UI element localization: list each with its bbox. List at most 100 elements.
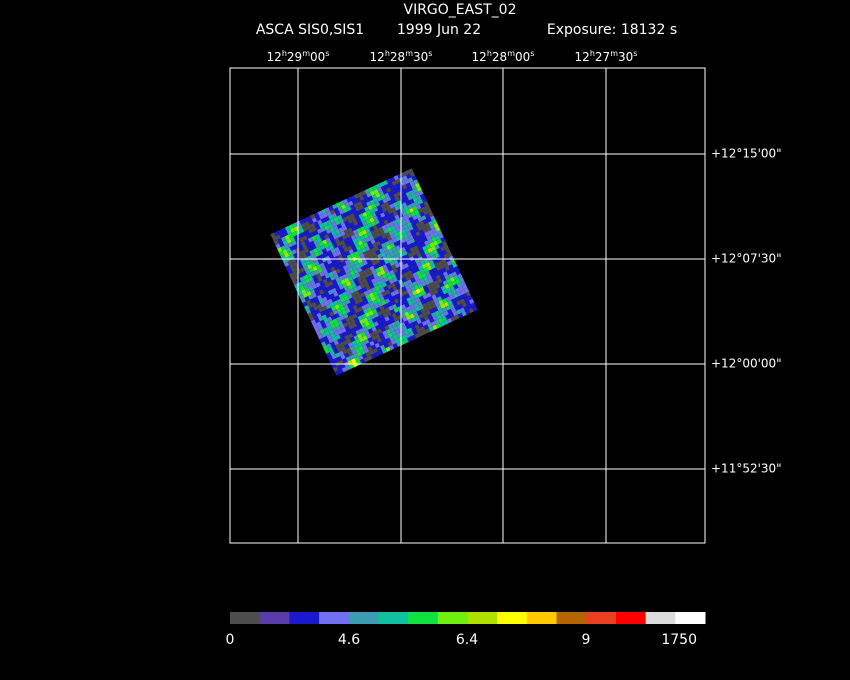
pixel xyxy=(311,310,317,316)
pixel xyxy=(433,297,439,304)
pixel xyxy=(340,345,346,351)
pixel xyxy=(372,290,378,297)
pixel xyxy=(346,206,352,212)
pixel xyxy=(382,198,388,204)
pixel xyxy=(318,307,324,313)
pixel xyxy=(339,315,345,321)
ra-label-part: m xyxy=(302,49,310,58)
pixel xyxy=(395,244,401,251)
pixel xyxy=(284,225,291,232)
pixel xyxy=(297,290,303,296)
pixel xyxy=(354,215,361,221)
pixel xyxy=(314,242,321,249)
pixel xyxy=(355,206,361,212)
pixel xyxy=(286,247,292,253)
pixel xyxy=(446,317,453,324)
pixel xyxy=(321,266,327,272)
pixel xyxy=(306,299,312,306)
pixel xyxy=(408,291,414,298)
pixel xyxy=(340,204,347,210)
pixel xyxy=(279,241,285,248)
pixel xyxy=(319,214,325,220)
pixel xyxy=(308,258,315,265)
ra-label-part: 12 xyxy=(267,50,282,64)
pixel xyxy=(403,280,409,287)
pixel xyxy=(317,258,324,265)
pixel xyxy=(371,260,377,266)
pixel xyxy=(390,207,397,213)
pixel xyxy=(460,298,466,304)
pixel xyxy=(322,239,328,245)
pixel xyxy=(351,216,357,223)
pixel xyxy=(431,245,437,252)
pixel xyxy=(316,264,322,270)
pixel xyxy=(363,308,369,314)
pixel xyxy=(343,238,349,244)
pixel xyxy=(419,193,426,200)
pixel xyxy=(344,325,351,332)
pixel xyxy=(380,317,387,324)
pixel xyxy=(302,226,309,232)
pixel xyxy=(302,244,308,250)
pixel xyxy=(348,315,354,321)
pixel xyxy=(379,230,385,236)
pixel xyxy=(395,293,402,299)
pixel xyxy=(393,192,399,199)
colorbar-swatch xyxy=(319,612,350,624)
pixel xyxy=(344,211,350,217)
pixel xyxy=(330,332,336,338)
pixel xyxy=(416,186,422,192)
pixel xyxy=(326,210,332,217)
pixel xyxy=(320,217,327,224)
pixel xyxy=(418,199,424,205)
pixel xyxy=(340,288,346,294)
pixel xyxy=(332,309,338,315)
pixel xyxy=(447,282,454,288)
pixel xyxy=(363,290,369,296)
pixel xyxy=(396,266,402,272)
colorbar-label: 6.4 xyxy=(456,632,478,648)
pixel xyxy=(303,265,309,272)
pixel xyxy=(432,240,439,246)
pixel xyxy=(462,284,468,290)
pixel xyxy=(423,249,430,255)
pixel xyxy=(420,242,426,248)
pixel xyxy=(401,277,407,283)
pixel xyxy=(291,240,297,246)
pixel xyxy=(326,286,332,292)
pixel xyxy=(448,312,455,318)
pixel xyxy=(383,285,389,292)
pixel xyxy=(371,194,377,200)
pixel xyxy=(338,341,345,348)
pixel xyxy=(458,286,464,292)
pixel xyxy=(412,320,419,326)
pixel xyxy=(413,284,420,291)
pixel xyxy=(362,202,368,209)
pixel xyxy=(326,219,332,226)
pixel xyxy=(369,190,376,196)
pixel xyxy=(415,306,421,312)
pixel xyxy=(370,296,376,302)
pixel xyxy=(323,234,330,240)
pixel xyxy=(368,301,374,307)
pixel xyxy=(352,238,358,244)
pixel xyxy=(353,326,360,332)
ra-label-part: s xyxy=(428,49,432,58)
pixel xyxy=(396,275,402,281)
pixel xyxy=(416,252,422,258)
pixel xyxy=(387,332,393,338)
pixel xyxy=(398,177,405,183)
pixel xyxy=(429,224,436,230)
pixel xyxy=(429,290,436,296)
pixel xyxy=(382,321,388,327)
pixel xyxy=(335,286,341,292)
pixel xyxy=(369,199,375,205)
pixel xyxy=(384,258,390,265)
pixel xyxy=(381,348,388,354)
pixel xyxy=(339,239,346,246)
pixel xyxy=(412,263,418,269)
pixel xyxy=(449,276,456,283)
pixel xyxy=(374,342,381,349)
pixel xyxy=(443,244,449,250)
pixel xyxy=(382,312,389,318)
